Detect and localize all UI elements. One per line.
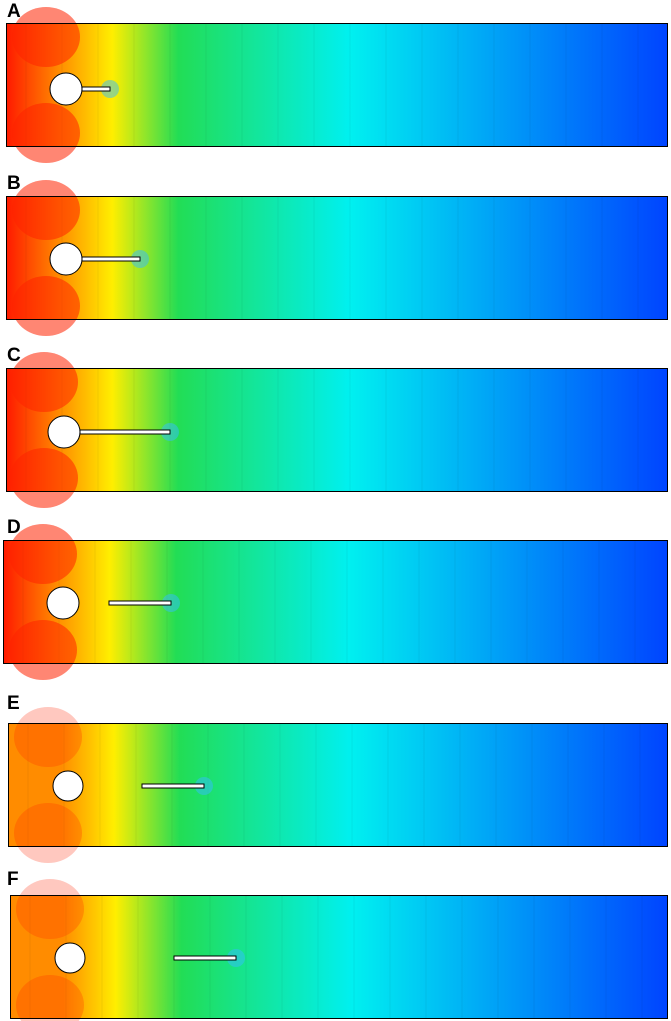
stress-lobe-bottom	[16, 975, 84, 1021]
crack	[81, 256, 141, 262]
crack	[108, 600, 172, 606]
panel-label-d: D	[7, 517, 21, 538]
panel-border	[10, 895, 668, 1019]
stress-lobe-bottom	[14, 803, 82, 863]
contour-panel-d	[3, 524, 668, 680]
stress-lobe-top	[9, 524, 77, 584]
stress-lobe-bottom	[10, 448, 78, 508]
panel-label-f: F	[7, 869, 19, 890]
panel-border	[6, 196, 668, 320]
circular-hole	[46, 586, 80, 620]
contour-panel-c	[6, 352, 668, 508]
stress-lobe-top	[14, 707, 82, 767]
circular-hole	[49, 242, 83, 276]
circular-hole	[52, 770, 84, 802]
stress-lobe-top	[12, 7, 80, 67]
panel-border	[6, 368, 668, 492]
panel-label-b: B	[7, 173, 21, 194]
panel-border	[6, 23, 668, 147]
stress-lobe-top	[16, 879, 84, 939]
panel-border	[3, 540, 668, 664]
contour-panel-a	[6, 7, 668, 163]
circular-hole	[54, 942, 86, 974]
stress-lobe-bottom	[12, 276, 80, 336]
circular-hole	[47, 415, 81, 449]
contour-field	[3, 540, 668, 664]
contour-panel-b	[6, 180, 668, 336]
panel-label-c: C	[7, 345, 21, 366]
circular-hole	[49, 72, 83, 106]
contour-panel-f	[10, 879, 668, 1021]
stress-lobe-top	[12, 180, 80, 240]
panel-label-e: E	[7, 693, 20, 714]
contour-panel-e	[8, 707, 668, 863]
panel-label-a: A	[7, 1, 21, 22]
contour-field	[10, 895, 668, 1019]
crack	[173, 955, 237, 961]
crack	[81, 86, 111, 92]
stress-lobe-bottom	[12, 103, 80, 163]
contour-field	[8, 723, 668, 847]
stress-lobe-top	[10, 352, 78, 412]
crack	[79, 429, 171, 435]
stress-lobe-bottom	[9, 620, 77, 680]
panel-border	[8, 723, 668, 847]
crack	[141, 783, 205, 789]
